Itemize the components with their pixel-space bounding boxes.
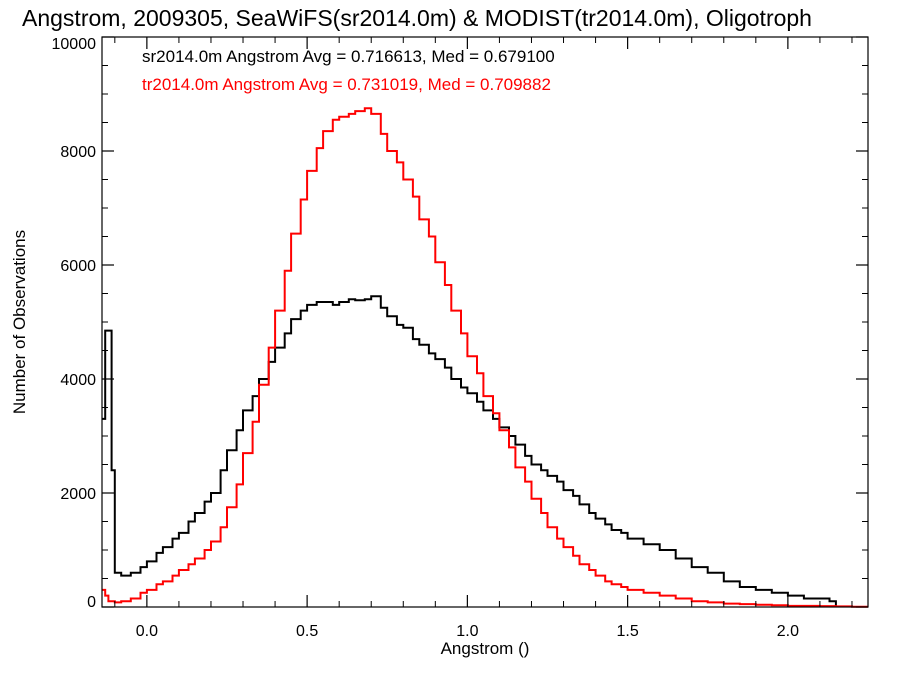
y-tick-label-4: 8000 <box>60 144 96 161</box>
x-tick-label-3: 1.5 <box>616 623 638 640</box>
y-tick-label-5: 10000 <box>52 36 97 53</box>
x-tick-label-4: 2.0 <box>777 623 799 640</box>
x-tick-label-0: 0.0 <box>136 623 158 640</box>
y-tick-label-0: 0 <box>87 594 96 611</box>
y-axis: 0 2000 4000 6000 8000 10000 <box>52 36 868 611</box>
series-layer <box>102 107 868 608</box>
y-tick-label-3: 6000 <box>60 258 96 275</box>
plot-frame <box>101 36 869 608</box>
y-tick-label-1: 2000 <box>60 486 96 503</box>
x-axis: 0.0 0.5 1.0 1.5 2.0 <box>114 37 853 640</box>
y-axis-label: Number of Observations <box>10 230 29 414</box>
x-tick-label-1: 0.5 <box>296 623 318 640</box>
series-line-1 <box>102 107 868 608</box>
y-tick-label-2: 4000 <box>60 372 96 389</box>
x-tick-label-2: 1.0 <box>456 623 478 640</box>
annotation-red: tr2014.0m Angstrom Avg = 0.731019, Med =… <box>142 75 551 94</box>
x-axis-label: Angstrom () <box>441 639 530 658</box>
series-line-0 <box>102 295 837 607</box>
annotation-black: sr2014.0m Angstrom Avg = 0.716613, Med =… <box>142 47 555 66</box>
chart-title: Angstrom, 2009305, SeaWiFS(sr2014.0m) & … <box>22 5 812 31</box>
